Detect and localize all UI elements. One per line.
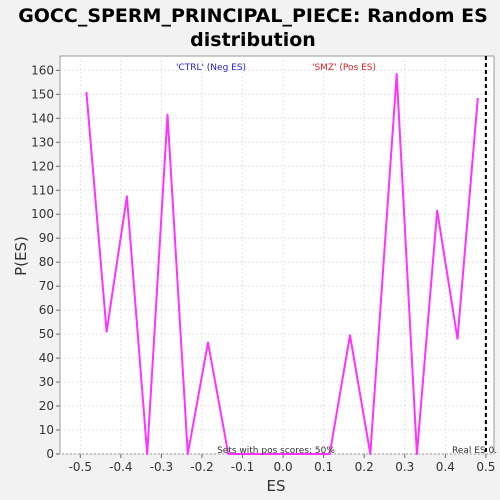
y-tick-label: 40	[39, 351, 54, 365]
series-group	[85, 73, 479, 455]
x-tick-label: 0.5	[476, 460, 495, 474]
y-axis-label: P(ES)	[12, 236, 30, 276]
x-tick-label: 0.2	[355, 460, 374, 474]
y-tick-label: 90	[39, 231, 54, 245]
y-tick-label: 110	[31, 183, 54, 197]
y-tick-label: 10	[39, 423, 54, 437]
legend-smz: 'SMZ' (Pos ES)	[312, 63, 376, 73]
y-tick-label: 120	[31, 159, 54, 173]
x-tick-label: -0.3	[150, 460, 173, 474]
grid	[60, 56, 494, 455]
x-axis-ticks: -0.5 -0.4 -0.3 -0.2 -0.1 0.0 0.1 0.2 0.3 0.4 0.5	[69, 454, 495, 474]
y-tick-label: 130	[31, 135, 54, 149]
x-tick-label: 0.0	[274, 460, 293, 474]
chart-title-line2: distribution	[190, 29, 316, 51]
y-tick-label: 150	[31, 87, 54, 101]
y-tick-label: 80	[39, 255, 54, 269]
series-line	[85, 73, 479, 455]
y-tick-label: 60	[39, 303, 54, 317]
x-tick-label: -0.5	[69, 460, 92, 474]
y-tick-label: 50	[39, 327, 54, 341]
x-tick-label: 0.1	[314, 460, 333, 474]
x-tick-label: -0.1	[231, 460, 254, 474]
real-es-annotation: Real ES 0.	[452, 446, 497, 456]
x-tick-label: 0.4	[436, 460, 455, 474]
sets-annotation: Sets with pos scores: 50%	[217, 446, 335, 456]
plot-area	[59, 55, 495, 455]
y-tick-label: 160	[31, 63, 54, 77]
y-tick-label: 140	[31, 111, 54, 125]
x-tick-label: -0.4	[109, 460, 132, 474]
y-tick-label: 30	[39, 375, 54, 389]
y-tick-label: 20	[39, 399, 54, 413]
x-tick-label: -0.2	[190, 460, 213, 474]
legend-ctrl: 'CTRL' (Neg ES)	[176, 63, 246, 73]
y-tick-label: 0	[46, 447, 54, 461]
y-axis-ticks: 0 10 20 30 40 50 60 70 80 90 100 110 120 130 140 150 160	[31, 63, 60, 461]
chart-title-line1: GOCC_SPERM_PRINCIPAL_PIECE: Random ES	[18, 5, 488, 27]
y-tick-label: 100	[31, 207, 54, 221]
x-axis-label: ES	[267, 477, 286, 495]
x-tick-label: 0.3	[395, 460, 414, 474]
y-tick-label: 70	[39, 279, 54, 293]
